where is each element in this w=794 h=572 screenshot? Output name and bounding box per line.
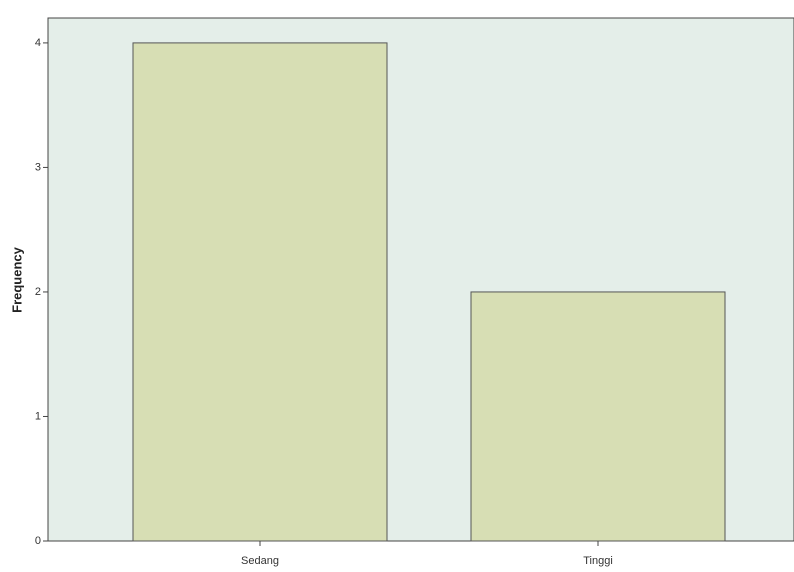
y-tick-label: 0 [35, 535, 41, 547]
bar [132, 42, 388, 542]
bar [470, 291, 726, 542]
x-tick-label: Tinggi [583, 555, 613, 567]
y-tick-label: 2 [35, 286, 41, 298]
y-axis-label: Frequency [9, 246, 24, 313]
x-tick-label: Sedang [241, 555, 279, 567]
y-tick-label: 4 [35, 37, 41, 49]
y-tick-label: 1 [35, 410, 41, 422]
y-tick-label: 3 [35, 161, 41, 173]
